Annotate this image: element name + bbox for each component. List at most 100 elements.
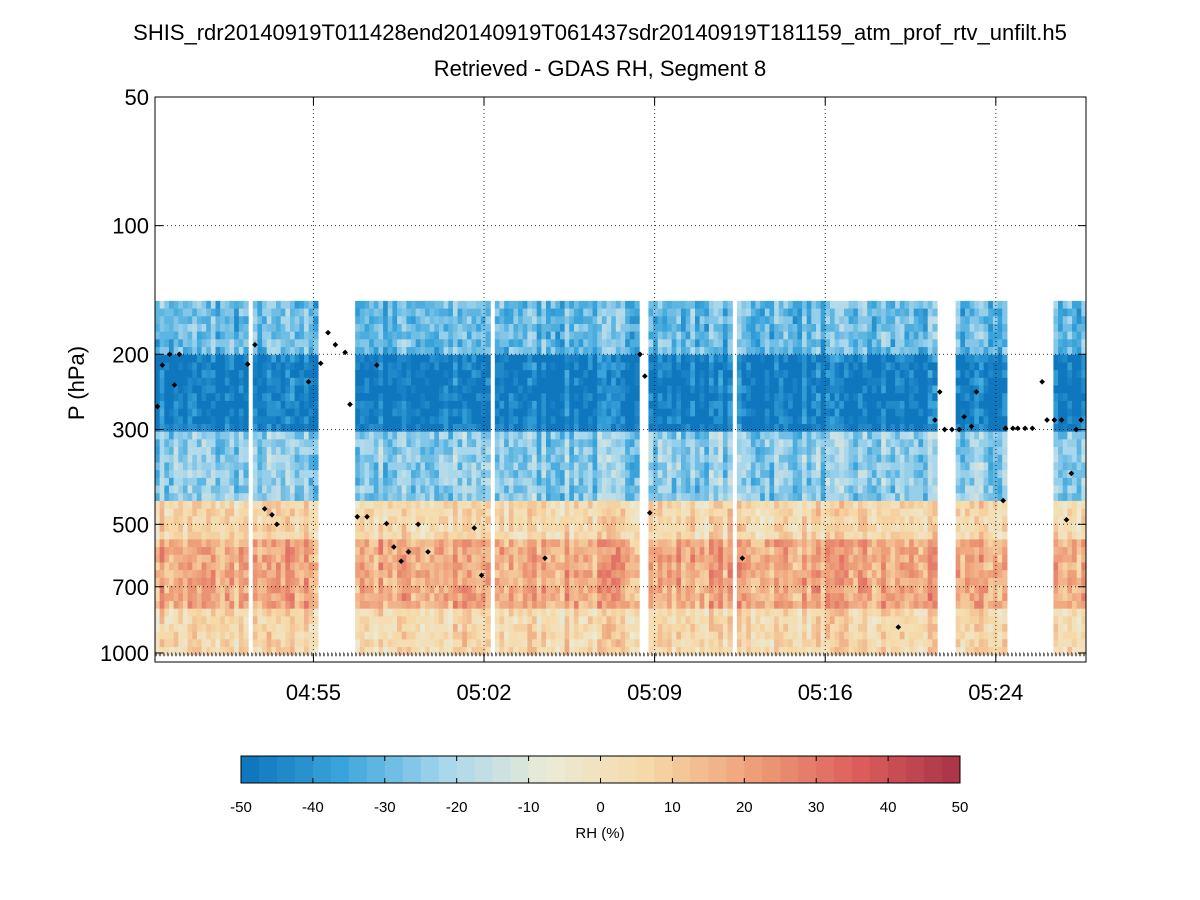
heat-cell [206,400,212,410]
heat-cell [457,570,463,579]
heat-cell [387,323,393,333]
heat-cell [494,308,501,317]
heat-cell [597,331,603,340]
heat-cell [694,339,701,348]
heat-cell [438,516,445,525]
heat-cell [559,339,566,348]
heat-cell [182,416,189,425]
heat-cell [243,447,249,456]
heat-cell [438,323,445,333]
heat-cell [401,624,407,633]
heat-cell [373,616,380,625]
heat-cell [457,600,463,610]
heat-cell [369,516,375,525]
heat-cell [252,539,259,548]
heat-cell [355,308,361,317]
heat-cell [369,454,375,464]
heat-cell [592,362,598,371]
heat-cell [243,562,249,571]
heat-cell [308,508,314,517]
heat-cell [573,362,580,371]
heat-cell [234,639,240,648]
heat-cell [210,500,217,510]
heat-cell [518,539,524,548]
heat-cell [215,447,221,456]
heat-cell [206,577,212,587]
heat-cell [443,416,449,425]
heat-cell [434,331,440,340]
heat-cell [178,508,184,517]
heat-cell [210,577,217,587]
heat-cell [555,339,561,348]
heat-cell [653,547,659,556]
heat-cell [667,362,673,371]
heat-cell [378,562,384,571]
heat-cell [238,431,245,440]
heat-cell [271,500,277,510]
heat-cell [285,539,291,548]
heat-cell [392,347,398,356]
heat-cell [220,470,226,479]
heat-cell [546,539,552,548]
heat-cell [466,500,473,510]
heat-cell [532,316,538,325]
heat-cell [606,531,612,540]
heat-cell [168,300,175,310]
heat-cell [429,408,435,417]
heat-cell [629,516,636,525]
heat-cell [383,624,389,633]
heat-cell [355,447,361,456]
heat-cell [583,531,589,540]
heat-cell [578,316,584,325]
heat-cell [308,462,314,471]
heat-cell [615,616,622,625]
heat-cell [266,531,272,540]
heat-cell [578,547,584,556]
heat-cell [657,608,663,617]
heat-cell [178,624,184,633]
heat-cell [424,423,431,433]
heat-cell [383,547,389,556]
heat-cell [192,477,198,487]
heat-cell [252,616,259,625]
heat-cell [522,524,528,533]
heat-cell [499,493,505,502]
heat-cell [401,454,407,464]
heat-cell [187,570,193,579]
heat-cell [224,485,231,494]
heat-cell [513,323,519,333]
heat-cell [378,631,384,640]
heat-cell [606,447,612,456]
heat-cell [708,431,715,440]
heat-cell [383,385,389,394]
heat-cell [657,600,663,610]
heat-cell [606,385,612,394]
heat-cell [429,493,435,502]
heat-cell [494,385,501,394]
heat-cell [434,493,440,502]
heat-cell [513,339,519,348]
heat-cell [625,647,631,656]
heat-cell [420,531,426,540]
heat-cell [485,593,491,602]
heat-cell [271,423,277,433]
heat-cell [238,370,245,379]
heat-cell [555,408,561,417]
heat-cell [541,447,547,456]
heat-cell [527,524,533,533]
heat-cell [257,447,263,456]
heat-cell [694,470,701,479]
heat-cell [266,516,272,525]
heat-cell [569,454,575,464]
heat-cell [634,624,640,633]
heat-cell [518,562,524,571]
heat-cell [690,493,696,502]
heat-cell [182,516,189,525]
heat-cell [578,631,584,640]
heat-cell [355,616,361,625]
heat-cell [499,316,505,325]
heat-cell [155,608,161,617]
heat-cell [257,600,263,610]
heat-cell [462,616,468,625]
heat-cell [164,347,170,356]
